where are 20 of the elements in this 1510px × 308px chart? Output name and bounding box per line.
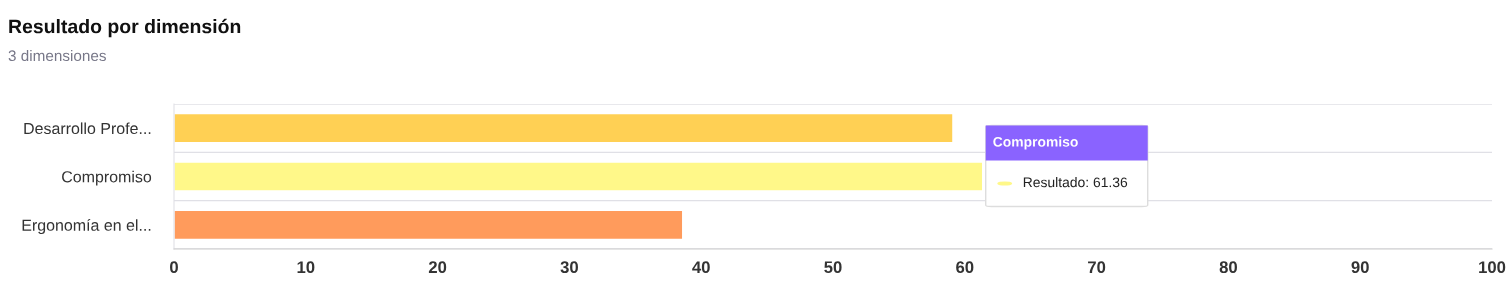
chart-subtitle: 3 dimensiones [8,49,106,62]
x-tick-label: 40 [692,261,710,274]
bar [174,209,684,241]
bar [174,112,954,144]
x-tick-label: 30 [560,261,578,274]
annotation: Compromiso [993,136,1078,150]
y-tick-label: Ergonomía en el... [22,218,151,235]
x-tick-label: 10 [297,261,315,274]
x-tick-label: 100 [1479,261,1506,274]
x-tick-label: 90 [1351,261,1369,274]
y-tick-label: Desarrollo Profe... [24,122,151,135]
x-tick-label: 80 [1219,261,1237,274]
x-tick-label: 20 [428,261,447,274]
x-tick-label: 60 [956,261,974,274]
x-tick-label: 50 [824,261,842,274]
chart-title: Resultado por dimensión [9,18,241,38]
y-tick-label: Compromiso [62,170,152,186]
annotation: Resultado: 61.36 [1023,177,1128,188]
x-tick-label: 70 [1088,261,1106,274]
x-tick-label: 0 [170,261,178,274]
